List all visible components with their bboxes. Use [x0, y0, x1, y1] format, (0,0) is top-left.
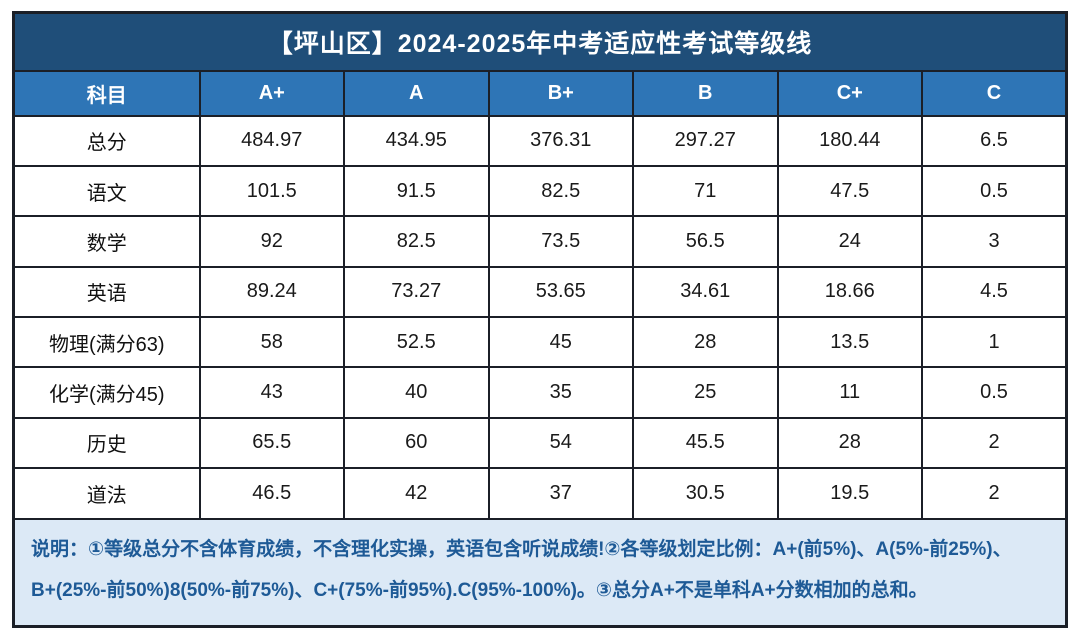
value-cell: 28	[776, 416, 923, 470]
col-header-a-plus: A+	[198, 69, 345, 117]
value-cell: 89.24	[198, 265, 345, 319]
value-cell: 434.95	[343, 114, 490, 167]
page-title: 【坪山区】2024-2025年中考适应性考试等级线	[12, 11, 1068, 72]
value-cell: 40	[343, 366, 490, 419]
col-header-b: B	[632, 69, 779, 117]
table-row-english: 英语 89.24 73.27 53.65 34.61 18.66 4.5	[12, 265, 1068, 319]
value-cell: 65.5	[198, 416, 345, 470]
value-cell: 0.5	[921, 164, 1068, 218]
col-header-c: C	[921, 69, 1068, 117]
value-cell: 297.27	[632, 114, 779, 167]
table-row-morality: 道法 46.5 42 37 30.5 19.5 2	[12, 467, 1068, 520]
col-header-a: A	[343, 69, 490, 117]
value-cell: 484.97	[198, 114, 345, 167]
value-cell: 28	[632, 315, 779, 369]
note-line-1: 说明：①等级总分不含体育成绩，不含理化实操，英语包含听说成绩!②各等级划定比例：…	[31, 539, 1012, 561]
value-cell: 60	[343, 416, 490, 470]
value-cell: 30.5	[632, 467, 779, 520]
value-cell: 19.5	[776, 467, 923, 520]
value-cell: 73.27	[343, 265, 490, 319]
value-cell: 11	[776, 366, 923, 419]
value-cell: 47.5	[776, 164, 923, 218]
value-cell: 54	[487, 416, 634, 470]
value-cell: 82.5	[343, 215, 490, 268]
table-row-history: 历史 65.5 60 54 45.5 28 2	[12, 416, 1068, 470]
value-cell: 46.5	[198, 467, 345, 520]
col-header-b-plus: B+	[487, 69, 634, 117]
value-cell: 18.66	[776, 265, 923, 319]
header-row: 科目 A+ A B+ B C+ C	[12, 69, 1068, 117]
value-cell: 13.5	[776, 315, 923, 369]
subject-cell: 语文	[12, 164, 201, 218]
col-header-c-plus: C+	[776, 69, 923, 117]
title-row: 【坪山区】2024-2025年中考适应性考试等级线	[12, 11, 1068, 72]
value-cell: 53.65	[487, 265, 634, 319]
value-cell: 0.5	[921, 366, 1068, 419]
value-cell: 71	[632, 164, 779, 218]
value-cell: 3	[921, 215, 1068, 268]
subject-cell: 道法	[12, 467, 201, 520]
subject-cell: 数学	[12, 215, 201, 268]
value-cell: 73.5	[487, 215, 634, 268]
value-cell: 101.5	[198, 164, 345, 218]
value-cell: 56.5	[632, 215, 779, 268]
value-cell: 58	[198, 315, 345, 369]
grade-table: 【坪山区】2024-2025年中考适应性考试等级线 科目 A+ A B+ B C…	[12, 11, 1068, 628]
table-row-math: 数学 92 82.5 73.5 56.5 24 3	[12, 215, 1068, 268]
subject-cell: 物理(满分63)	[12, 315, 201, 369]
value-cell: 45.5	[632, 416, 779, 470]
subject-cell: 历史	[12, 416, 201, 470]
value-cell: 6.5	[921, 114, 1068, 167]
note-box: 说明：①等级总分不含体育成绩，不含理化实操，英语包含听说成绩!②各等级划定比例：…	[12, 517, 1068, 628]
value-cell: 82.5	[487, 164, 634, 218]
value-cell: 91.5	[343, 164, 490, 218]
value-cell: 1	[921, 315, 1068, 369]
col-header-subject: 科目	[12, 69, 201, 117]
table-row-chinese: 语文 101.5 91.5 82.5 71 47.5 0.5	[12, 164, 1068, 218]
subject-cell: 总分	[12, 114, 201, 167]
value-cell: 180.44	[776, 114, 923, 167]
value-cell: 2	[921, 416, 1068, 470]
value-cell: 92	[198, 215, 345, 268]
value-cell: 24	[776, 215, 923, 268]
note-line-2: B+(25%-前50%)8(50%-前75%)、C+(75%-前95%).C(9…	[31, 580, 928, 602]
value-cell: 4.5	[921, 265, 1068, 319]
value-cell: 37	[487, 467, 634, 520]
value-cell: 25	[632, 366, 779, 419]
value-cell: 2	[921, 467, 1068, 520]
value-cell: 376.31	[487, 114, 634, 167]
table-row-total: 总分 484.97 434.95 376.31 297.27 180.44 6.…	[12, 114, 1068, 167]
value-cell: 42	[343, 467, 490, 520]
subject-cell: 英语	[12, 265, 201, 319]
value-cell: 43	[198, 366, 345, 419]
value-cell: 35	[487, 366, 634, 419]
value-cell: 45	[487, 315, 634, 369]
value-cell: 52.5	[343, 315, 490, 369]
table-row-physics: 物理(满分63) 58 52.5 45 28 13.5 1	[12, 315, 1068, 369]
value-cell: 34.61	[632, 265, 779, 319]
note-row: 说明：①等级总分不含体育成绩，不含理化实操，英语包含听说成绩!②各等级划定比例：…	[12, 517, 1068, 628]
subject-cell: 化学(满分45)	[12, 366, 201, 419]
table-row-chemistry: 化学(满分45) 43 40 35 25 11 0.5	[12, 366, 1068, 419]
